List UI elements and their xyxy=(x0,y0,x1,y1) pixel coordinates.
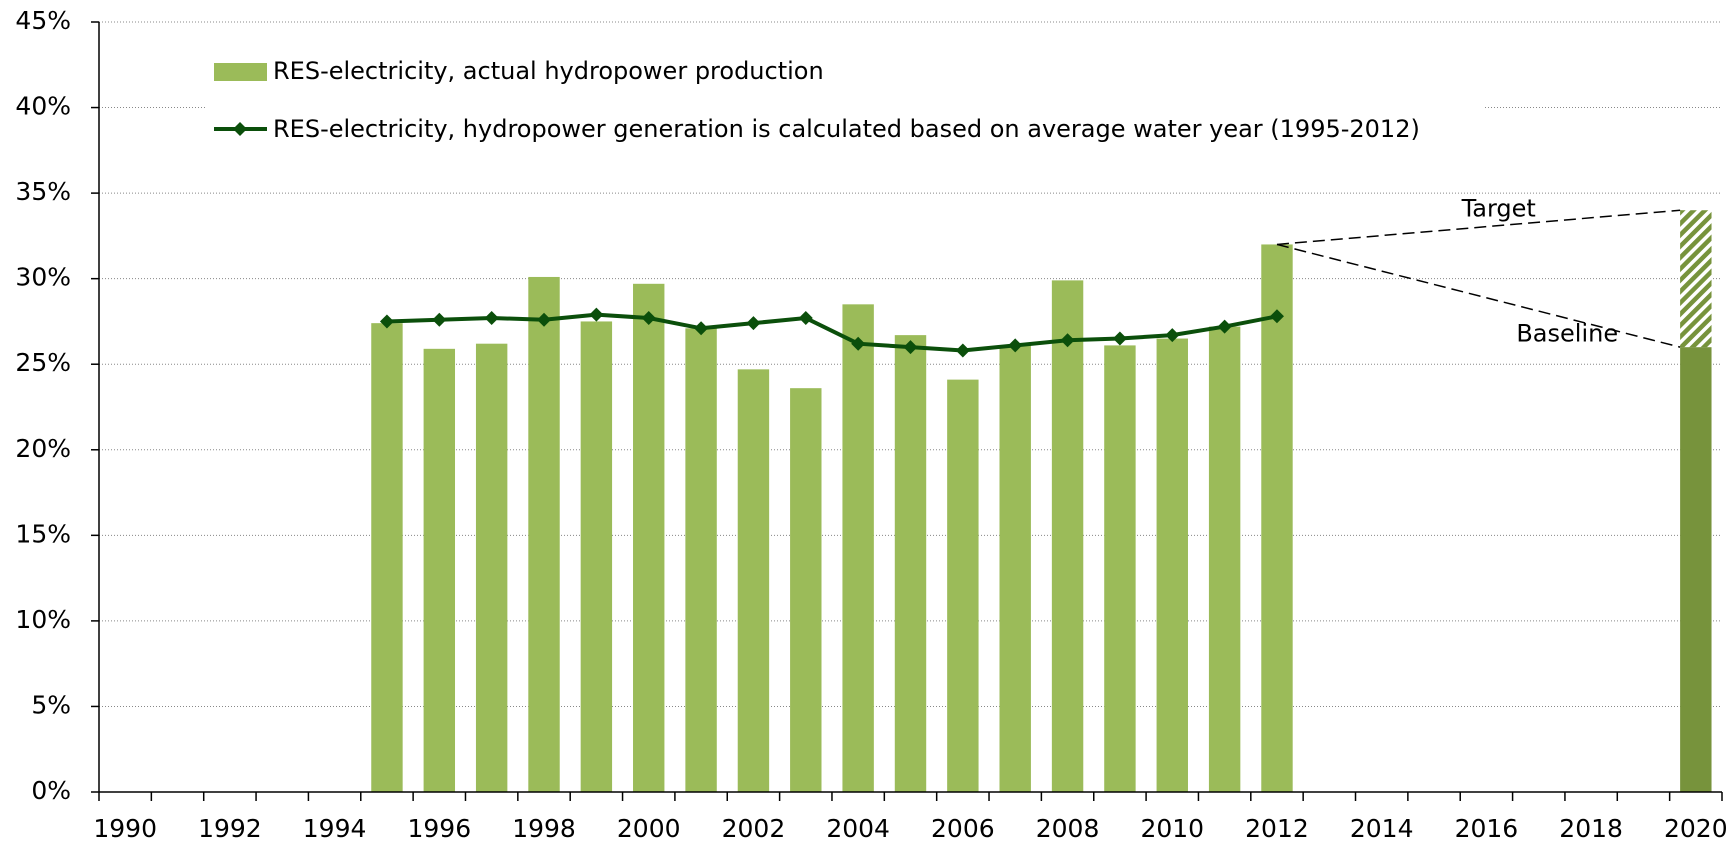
bar xyxy=(737,369,770,792)
line-marker xyxy=(903,340,918,355)
legend-swatch xyxy=(214,63,267,81)
bar xyxy=(1261,244,1293,792)
line-marker xyxy=(537,312,552,327)
x-tick-label: 2018 xyxy=(1559,814,1623,843)
bar xyxy=(999,345,1031,792)
line-marker xyxy=(379,314,394,329)
legend-background xyxy=(205,45,1485,155)
x-tick-label: 2016 xyxy=(1455,814,1519,843)
y-tick-label: 30% xyxy=(15,263,71,292)
target-bar xyxy=(1680,210,1712,348)
y-tick-label: 45% xyxy=(15,6,71,35)
line-marker xyxy=(1217,319,1232,334)
baseline-bar xyxy=(1680,347,1712,792)
bar xyxy=(947,379,979,792)
line-marker xyxy=(1008,338,1023,353)
line-marker xyxy=(1112,331,1127,346)
line-marker xyxy=(1269,309,1284,324)
x-tick-label: 2002 xyxy=(722,814,786,843)
bar xyxy=(1051,280,1084,792)
baseline-label: Baseline xyxy=(1516,319,1618,347)
line-marker xyxy=(432,312,447,327)
legend-label: RES-electricity, hydropower generation i… xyxy=(273,115,1420,143)
target-label: Target xyxy=(1461,195,1536,223)
line-marker xyxy=(955,343,970,358)
x-tick-label: 1994 xyxy=(303,814,367,843)
x-tick-label: 2006 xyxy=(931,814,995,843)
bar xyxy=(894,335,927,792)
y-tick-label: 40% xyxy=(15,92,71,121)
line-marker xyxy=(694,321,709,336)
x-tick-label: 2004 xyxy=(826,814,890,843)
bar xyxy=(475,343,508,792)
bar xyxy=(685,328,717,792)
line-marker xyxy=(798,311,813,326)
baseline-dash xyxy=(1276,243,1681,348)
y-tick-label: 0% xyxy=(31,776,71,805)
y-tick-label: 10% xyxy=(15,605,71,634)
bar xyxy=(371,323,403,792)
bar xyxy=(633,283,665,792)
x-tick-label: 2000 xyxy=(617,814,681,843)
x-tick-label: 2008 xyxy=(1036,814,1100,843)
x-tick-label: 2020 xyxy=(1664,814,1728,843)
bar xyxy=(790,388,822,792)
line-marker xyxy=(1165,328,1180,343)
x-tick-label: 1990 xyxy=(93,814,157,843)
y-tick-label: 20% xyxy=(15,434,71,463)
line-marker xyxy=(746,316,761,331)
bar xyxy=(1156,338,1188,792)
bar xyxy=(1104,345,1136,792)
line xyxy=(386,312,1278,353)
line-marker xyxy=(484,311,499,326)
legend-label: RES-electricity, actual hydropower produ… xyxy=(273,57,824,85)
legend-marker xyxy=(233,122,247,136)
x-tick-label: 2014 xyxy=(1350,814,1414,843)
line-marker xyxy=(1060,333,1075,348)
y-tick-label: 15% xyxy=(15,519,71,548)
line-marker xyxy=(589,307,604,322)
target-dash xyxy=(1276,209,1681,246)
x-tick-label: 2010 xyxy=(1140,814,1204,843)
x-tick-label: 2012 xyxy=(1245,814,1309,843)
bar xyxy=(580,321,613,792)
y-tick-label: 35% xyxy=(15,177,71,206)
bar xyxy=(423,348,456,792)
bar xyxy=(842,304,874,792)
line-marker xyxy=(641,311,656,326)
y-tick-label: 5% xyxy=(31,690,71,719)
x-tick-label: 1992 xyxy=(198,814,262,843)
bar xyxy=(1208,326,1241,792)
bar xyxy=(528,276,560,792)
x-tick-label: 1996 xyxy=(407,814,471,843)
line-marker xyxy=(851,336,866,351)
x-tick-label: 1998 xyxy=(512,814,576,843)
y-tick-label: 25% xyxy=(15,348,71,377)
